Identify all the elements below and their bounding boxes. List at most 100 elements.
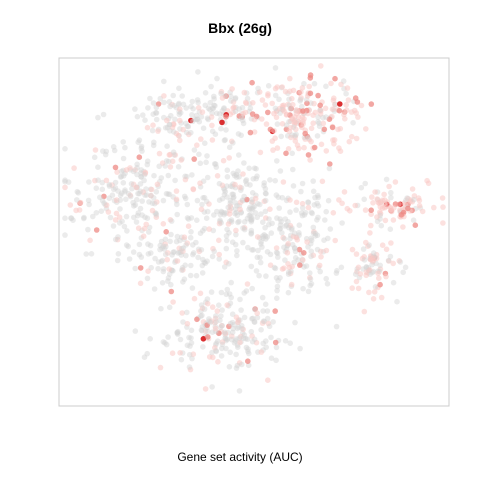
scatter-point	[182, 176, 189, 183]
scatter-point	[213, 318, 219, 325]
scatter-point	[180, 101, 187, 108]
scatter-point	[440, 204, 446, 210]
scatter-point	[254, 314, 261, 321]
scatter-point	[299, 103, 305, 110]
scatter-point	[227, 320, 234, 327]
scatter-point	[162, 163, 168, 169]
scatter-point	[248, 230, 255, 236]
scatter-point	[197, 290, 204, 297]
scatter-point	[388, 240, 394, 246]
points-layer	[62, 63, 446, 394]
scatter-point	[308, 235, 314, 242]
scatter-point	[148, 186, 155, 193]
scatter-point	[344, 85, 351, 91]
scatter-point	[118, 173, 125, 180]
scatter-point	[283, 222, 290, 228]
scatter-point	[331, 95, 337, 101]
scatter-point	[237, 339, 243, 346]
scatter-point	[173, 238, 180, 245]
scatter-point	[226, 364, 233, 370]
scatter-point	[287, 270, 294, 277]
scatter-point	[137, 205, 144, 212]
scatter-point	[268, 230, 275, 236]
scatter-point	[191, 156, 197, 162]
scatter-point	[166, 99, 173, 105]
scatter-point	[170, 249, 176, 256]
scatter-point	[136, 241, 143, 248]
scatter-point	[234, 203, 240, 209]
scatter-point	[390, 260, 397, 267]
scatter-point	[315, 203, 322, 209]
scatter-point	[201, 194, 208, 201]
scatter-point	[370, 250, 377, 256]
scatter-point	[289, 132, 295, 138]
scatter-point	[218, 322, 225, 329]
scatter-point	[315, 214, 321, 221]
scatter-point	[261, 180, 268, 186]
scatter-point	[197, 160, 204, 167]
scatter-point	[197, 180, 203, 186]
scatter-point	[212, 131, 219, 137]
scatter-point	[95, 164, 101, 170]
scatter-point	[142, 169, 149, 176]
scatter-point	[242, 178, 249, 184]
scatter-point	[235, 168, 241, 174]
scatter-point	[300, 108, 306, 114]
scatter-point	[226, 291, 233, 297]
scatter-point	[204, 300, 211, 307]
scatter-point	[115, 251, 122, 257]
scatter-point	[223, 114, 229, 120]
scatter-point	[210, 245, 216, 252]
scatter-point	[229, 86, 235, 92]
scatter-point	[257, 259, 264, 266]
scatter-point	[150, 100, 157, 106]
scatter-point	[296, 230, 302, 236]
scatter-point	[319, 178, 326, 185]
scatter-point	[199, 109, 206, 115]
scatter-point	[165, 250, 171, 256]
scatter-point	[106, 195, 113, 201]
scatter-point	[259, 320, 266, 326]
scatter-point	[280, 179, 287, 185]
scatter-point	[122, 144, 128, 151]
scatter-point	[281, 108, 287, 114]
scatter-point	[362, 180, 369, 187]
scatter-point	[272, 65, 279, 71]
scatter-point	[387, 253, 394, 260]
scatter-point	[177, 336, 184, 343]
scatter-point	[114, 236, 121, 243]
scatter-point	[117, 197, 124, 203]
scatter-point	[237, 199, 244, 206]
scatter-point	[214, 338, 221, 345]
scatter-point	[134, 164, 140, 171]
scatter-point	[160, 197, 167, 204]
scatter-point	[264, 315, 271, 322]
scatter-point	[320, 114, 326, 121]
scatter-point	[307, 90, 314, 97]
scatter-point	[305, 199, 312, 206]
scatter-point	[307, 75, 314, 81]
scatter-point	[314, 246, 321, 253]
scatter-point	[136, 251, 143, 258]
scatter-point	[297, 345, 303, 352]
scatter-point	[173, 196, 180, 203]
scatter-point	[246, 206, 252, 213]
scatter-point	[205, 328, 211, 335]
scatter-point	[360, 246, 367, 252]
scatter-point	[174, 201, 180, 208]
scatter-point	[294, 142, 301, 148]
scatter-point	[276, 96, 282, 103]
scatter-point	[129, 185, 135, 192]
scatter-point	[241, 226, 248, 233]
scatter-point	[236, 335, 243, 341]
scatter-point	[376, 200, 383, 206]
scatter-point	[378, 294, 385, 301]
scatter-point	[201, 225, 208, 232]
scatter-point	[301, 250, 307, 256]
scatter-point	[211, 102, 217, 109]
scatter-point	[233, 231, 239, 238]
scatter-point	[198, 114, 205, 120]
scatter-point	[215, 359, 221, 365]
scatter-point	[362, 207, 369, 213]
scatter-point	[259, 116, 265, 122]
